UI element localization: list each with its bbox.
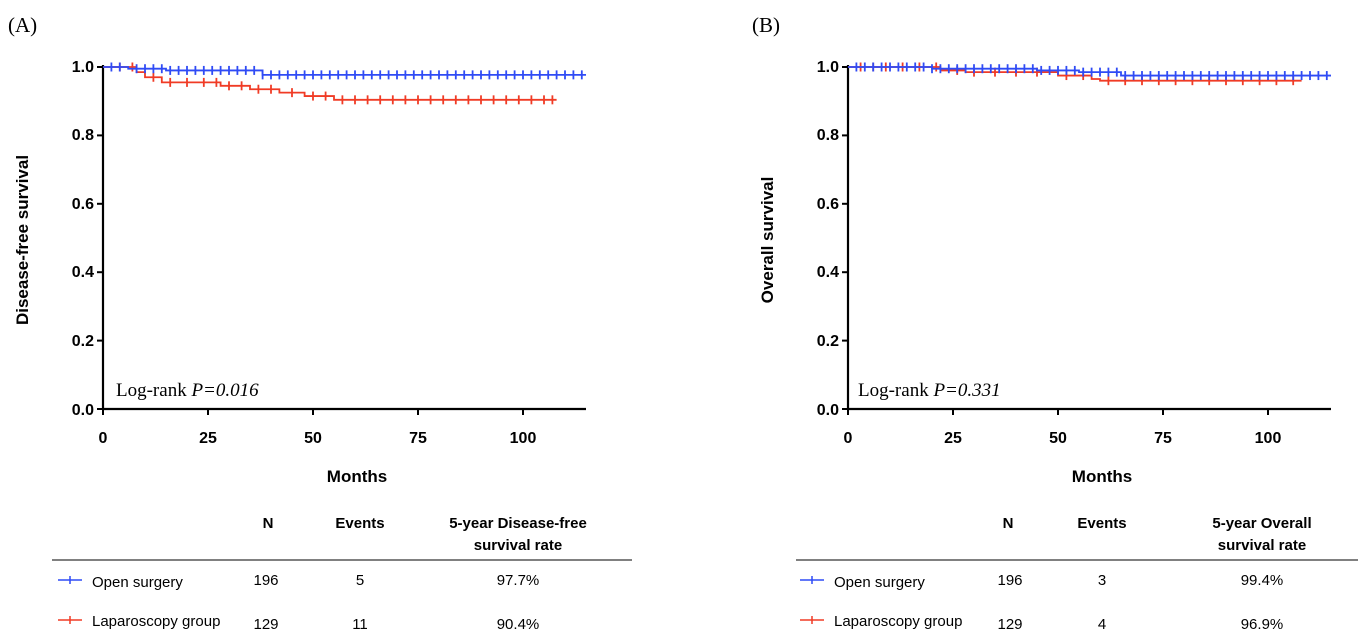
panel-b-open-surgery-curve: [848, 66, 1331, 77]
panel-b-x-tick-label: 25: [944, 430, 962, 447]
panel-b-x-tick-label: 100: [1255, 430, 1282, 447]
panel-b-table-row-label: Laparoscopy group: [834, 613, 962, 630]
panel-a-table: N Events 5-year Disease-free survival ra…: [52, 515, 632, 633]
panel-a-logrank-prefix: Log-rank: [116, 380, 191, 401]
panel-a-y-ticks: 0.0 0.2 0.4 0.6 0.8 1.0: [72, 59, 94, 419]
panel-b-y-ticks: 0.0 0.2 0.4 0.6 0.8 1.0: [817, 59, 839, 419]
panel-a-label: (A): [8, 13, 37, 37]
panel-b-x-ticks: 0 25 50 75 100: [844, 430, 1282, 447]
panel-b-x-axis-label: Months: [1072, 467, 1132, 486]
panel-a-laparoscopy-curve: [103, 66, 557, 101]
panel-b-table-cell-n: 129: [997, 616, 1022, 633]
panel-b-label: (B): [752, 13, 780, 37]
panel-a-x-tick-label: 50: [304, 430, 322, 447]
panel-b: (B) Overall survival 0.0 0.2 0.4 0.6 0.8…: [752, 13, 1358, 633]
panel-a-table-cell-n: 129: [253, 616, 278, 633]
panel-b-plot-area: [842, 62, 1331, 415]
panel-b-table-header-rate: survival rate: [1218, 537, 1306, 554]
panel-a-x-tick-label: 75: [409, 430, 427, 447]
panel-b-y-tick-label: 0.2: [817, 333, 839, 350]
panel-b-table-header-events: Events: [1077, 515, 1126, 532]
panel-a-table-header-events: Events: [335, 515, 384, 532]
panel-b-table-cell-events: 4: [1098, 616, 1106, 633]
panel-a-table-cell-rate: 97.7%: [497, 572, 540, 589]
panel-a-table-cell-rate: 90.4%: [497, 616, 540, 633]
panel-b-table-cell-n: 196: [997, 572, 1022, 589]
panel-b-table-cell-events: 3: [1098, 572, 1106, 589]
panel-b-y-axis-label: Overall survival: [758, 177, 777, 304]
panel-a-y-tick-label: 0.2: [72, 333, 94, 350]
panel-b-y-tick-label: 0.4: [817, 264, 839, 281]
panel-b-logrank: Log-rank P=0.331: [858, 380, 1001, 401]
panel-a-logrank: Log-rank P=0.016: [116, 380, 259, 401]
panel-a-table-row-label: Open surgery: [92, 574, 183, 591]
panel-b-table: N Events 5-year Overall survival rate Op…: [796, 515, 1358, 633]
panel-b-x-tick-label: 0: [844, 430, 853, 447]
panel-a-x-tick-label: 25: [199, 430, 217, 447]
panel-a-y-tick-label: 0.0: [72, 402, 94, 419]
panel-a-table-header-rate: survival rate: [474, 537, 562, 554]
panel-a-plot-area: [97, 62, 586, 415]
panel-a-y-axis-label: Disease-free survival: [13, 155, 32, 325]
panel-b-y-tick-label: 0.8: [817, 127, 839, 144]
panel-a: (A) Disease-free survival 0.0 0.2 0.4 0.…: [8, 13, 632, 633]
panel-b-table-row-label: Open surgery: [834, 574, 925, 591]
panel-b-table-header-n: N: [1003, 515, 1014, 532]
panel-b-table-cell-rate: 96.9%: [1241, 616, 1284, 633]
panel-b-x-tick-label: 50: [1049, 430, 1067, 447]
panel-a-logrank-p: P=0.016: [190, 380, 259, 401]
panel-a-y-tick-label: 0.8: [72, 127, 94, 144]
panel-a-table-cell-events: 5: [356, 572, 364, 589]
panel-b-y-tick-label: 0.6: [817, 196, 839, 213]
panel-a-x-ticks: 0 25 50 75 100: [99, 430, 537, 447]
panel-a-x-tick-label: 0: [99, 430, 108, 447]
panel-a-y-tick-label: 1.0: [72, 59, 94, 76]
panel-a-table-header-rate: 5-year Disease-free: [449, 515, 587, 532]
panel-a-table-cell-n: 196: [253, 572, 278, 589]
panel-b-x-tick-label: 75: [1154, 430, 1172, 447]
panel-a-y-tick-label: 0.6: [72, 196, 94, 213]
panel-b-table-cell-rate: 99.4%: [1241, 572, 1284, 589]
panel-a-open-surgery-curve: [103, 66, 586, 76]
panel-a-table-header-n: N: [263, 515, 274, 532]
panel-b-logrank-prefix: Log-rank: [858, 380, 933, 401]
panel-a-y-tick-label: 0.4: [72, 264, 94, 281]
panel-b-logrank-p: P=0.331: [932, 380, 1000, 401]
panel-b-y-tick-label: 1.0: [817, 59, 839, 76]
panel-a-table-cell-events: 11: [352, 616, 368, 633]
panel-b-table-header-rate: 5-year Overall: [1212, 515, 1311, 532]
panel-a-x-tick-label: 100: [510, 430, 537, 447]
panel-a-x-axis-label: Months: [327, 467, 387, 486]
panel-a-table-row-label: Laparoscopy group: [92, 613, 220, 630]
panel-b-y-tick-label: 0.0: [817, 402, 839, 419]
